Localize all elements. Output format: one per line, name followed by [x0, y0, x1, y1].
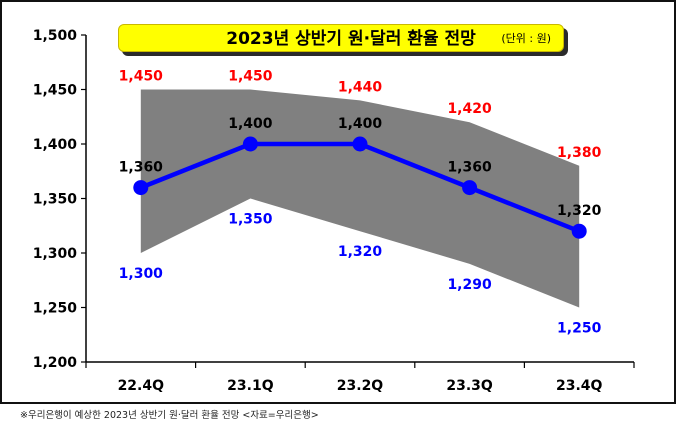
chart-title: 2023년 상반기 원·달러 환율 전망 [226, 29, 476, 49]
forecast-point [462, 180, 478, 196]
y-tick-label: 1,200 [33, 355, 78, 371]
upper-bound-label: 1,450 [119, 69, 164, 85]
forecast-line-layer [133, 136, 587, 239]
x-tick-label: 23.2Q [337, 378, 384, 394]
x-tick-label: 23.4Q [556, 378, 603, 394]
forecast-value-label: 1,360 [447, 160, 492, 176]
forecast-point [571, 223, 587, 239]
forecast-point [352, 136, 368, 152]
upper-bound-label: 1,450 [228, 69, 273, 85]
y-tick-label: 1,300 [33, 246, 78, 262]
y-tick-label: 1,350 [33, 192, 78, 208]
x-tick-label: 23.1Q [227, 378, 274, 394]
forecast-point [242, 136, 258, 152]
lower-bound-label: 1,350 [228, 212, 273, 228]
forecast-value-label: 1,400 [228, 116, 273, 132]
x-tick-label: 22.4Q [118, 378, 165, 394]
y-tick-label: 1,250 [33, 301, 78, 317]
chart-title-box: 2023년 상반기 원·달러 환율 전망 (단위 : 원) [118, 24, 564, 52]
lower-bound-label: 1,290 [447, 277, 492, 293]
upper-bound-label: 1,380 [557, 145, 602, 161]
forecast-value-label: 1,400 [338, 116, 383, 132]
y-tick-label: 1,450 [33, 83, 78, 99]
x-tick-label: 23.3Q [446, 378, 493, 394]
lower-bound-label: 1,250 [557, 321, 602, 337]
y-tick-label: 1,400 [33, 137, 78, 153]
axes: 1,200 1,250 1,300 1,350 1,400 1,450 1,500 22.4Q… [33, 28, 635, 394]
upper-bound-label: 1,420 [447, 101, 492, 117]
lower-bound-label: 1,300 [119, 266, 164, 282]
lower-bound-label: 1,320 [338, 244, 383, 260]
forecast-point [133, 180, 149, 196]
y-tick-label: 1,500 [33, 28, 78, 44]
footnote: ※우리은행이 예상한 2023년 상반기 원·달러 환율 전망 <자료=우리은행… [20, 410, 319, 421]
data-label-layer: 1,360 1,400 1,400 1,360 1,320 1,450 1,450 1,440… [119, 69, 602, 337]
upper-bound-label: 1,440 [338, 79, 383, 95]
forecast-value-label: 1,320 [557, 203, 602, 219]
unit-label: (단위 : 원) [501, 32, 551, 45]
forecast-value-label: 1,360 [119, 160, 164, 176]
